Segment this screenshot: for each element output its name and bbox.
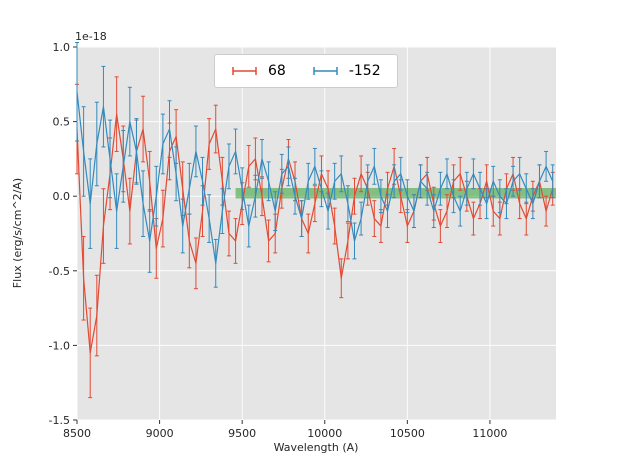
svg-text:10500: 10500 xyxy=(390,427,425,440)
x-axis-label: Wavelength (A) xyxy=(274,441,359,454)
svg-text:-1.5: -1.5 xyxy=(49,414,70,427)
svg-text:9500: 9500 xyxy=(228,427,256,440)
legend-label: -152 xyxy=(348,63,381,79)
errorbar-sample-icon xyxy=(313,67,338,75)
svg-text:8500: 8500 xyxy=(63,427,91,440)
svg-text:11000: 11000 xyxy=(472,427,507,440)
plot-area: 8500 9000 9500 10000 10500 11000 -1.5 -1.0 -0.5 0… xyxy=(49,41,556,440)
errorbar-sample-icon xyxy=(232,67,257,75)
svg-text:-0.5: -0.5 xyxy=(49,265,70,278)
axis-offset-label: 1e-18 xyxy=(75,30,107,43)
legend-entry: 68 xyxy=(231,63,286,79)
svg-text:0.5: 0.5 xyxy=(53,116,71,129)
legend-label: 68 xyxy=(268,63,286,79)
svg-text:10000: 10000 xyxy=(307,427,342,440)
svg-text:-1.0: -1.0 xyxy=(49,339,70,352)
y-axis-label: Flux (erg/s/cm^2/A) xyxy=(11,178,24,288)
legend: 68 -152 xyxy=(214,54,398,88)
svg-text:1.0: 1.0 xyxy=(53,41,71,54)
svg-text:9000: 9000 xyxy=(146,427,174,440)
legend-entry: -152 xyxy=(312,63,381,79)
svg-text:0.0: 0.0 xyxy=(53,190,71,203)
